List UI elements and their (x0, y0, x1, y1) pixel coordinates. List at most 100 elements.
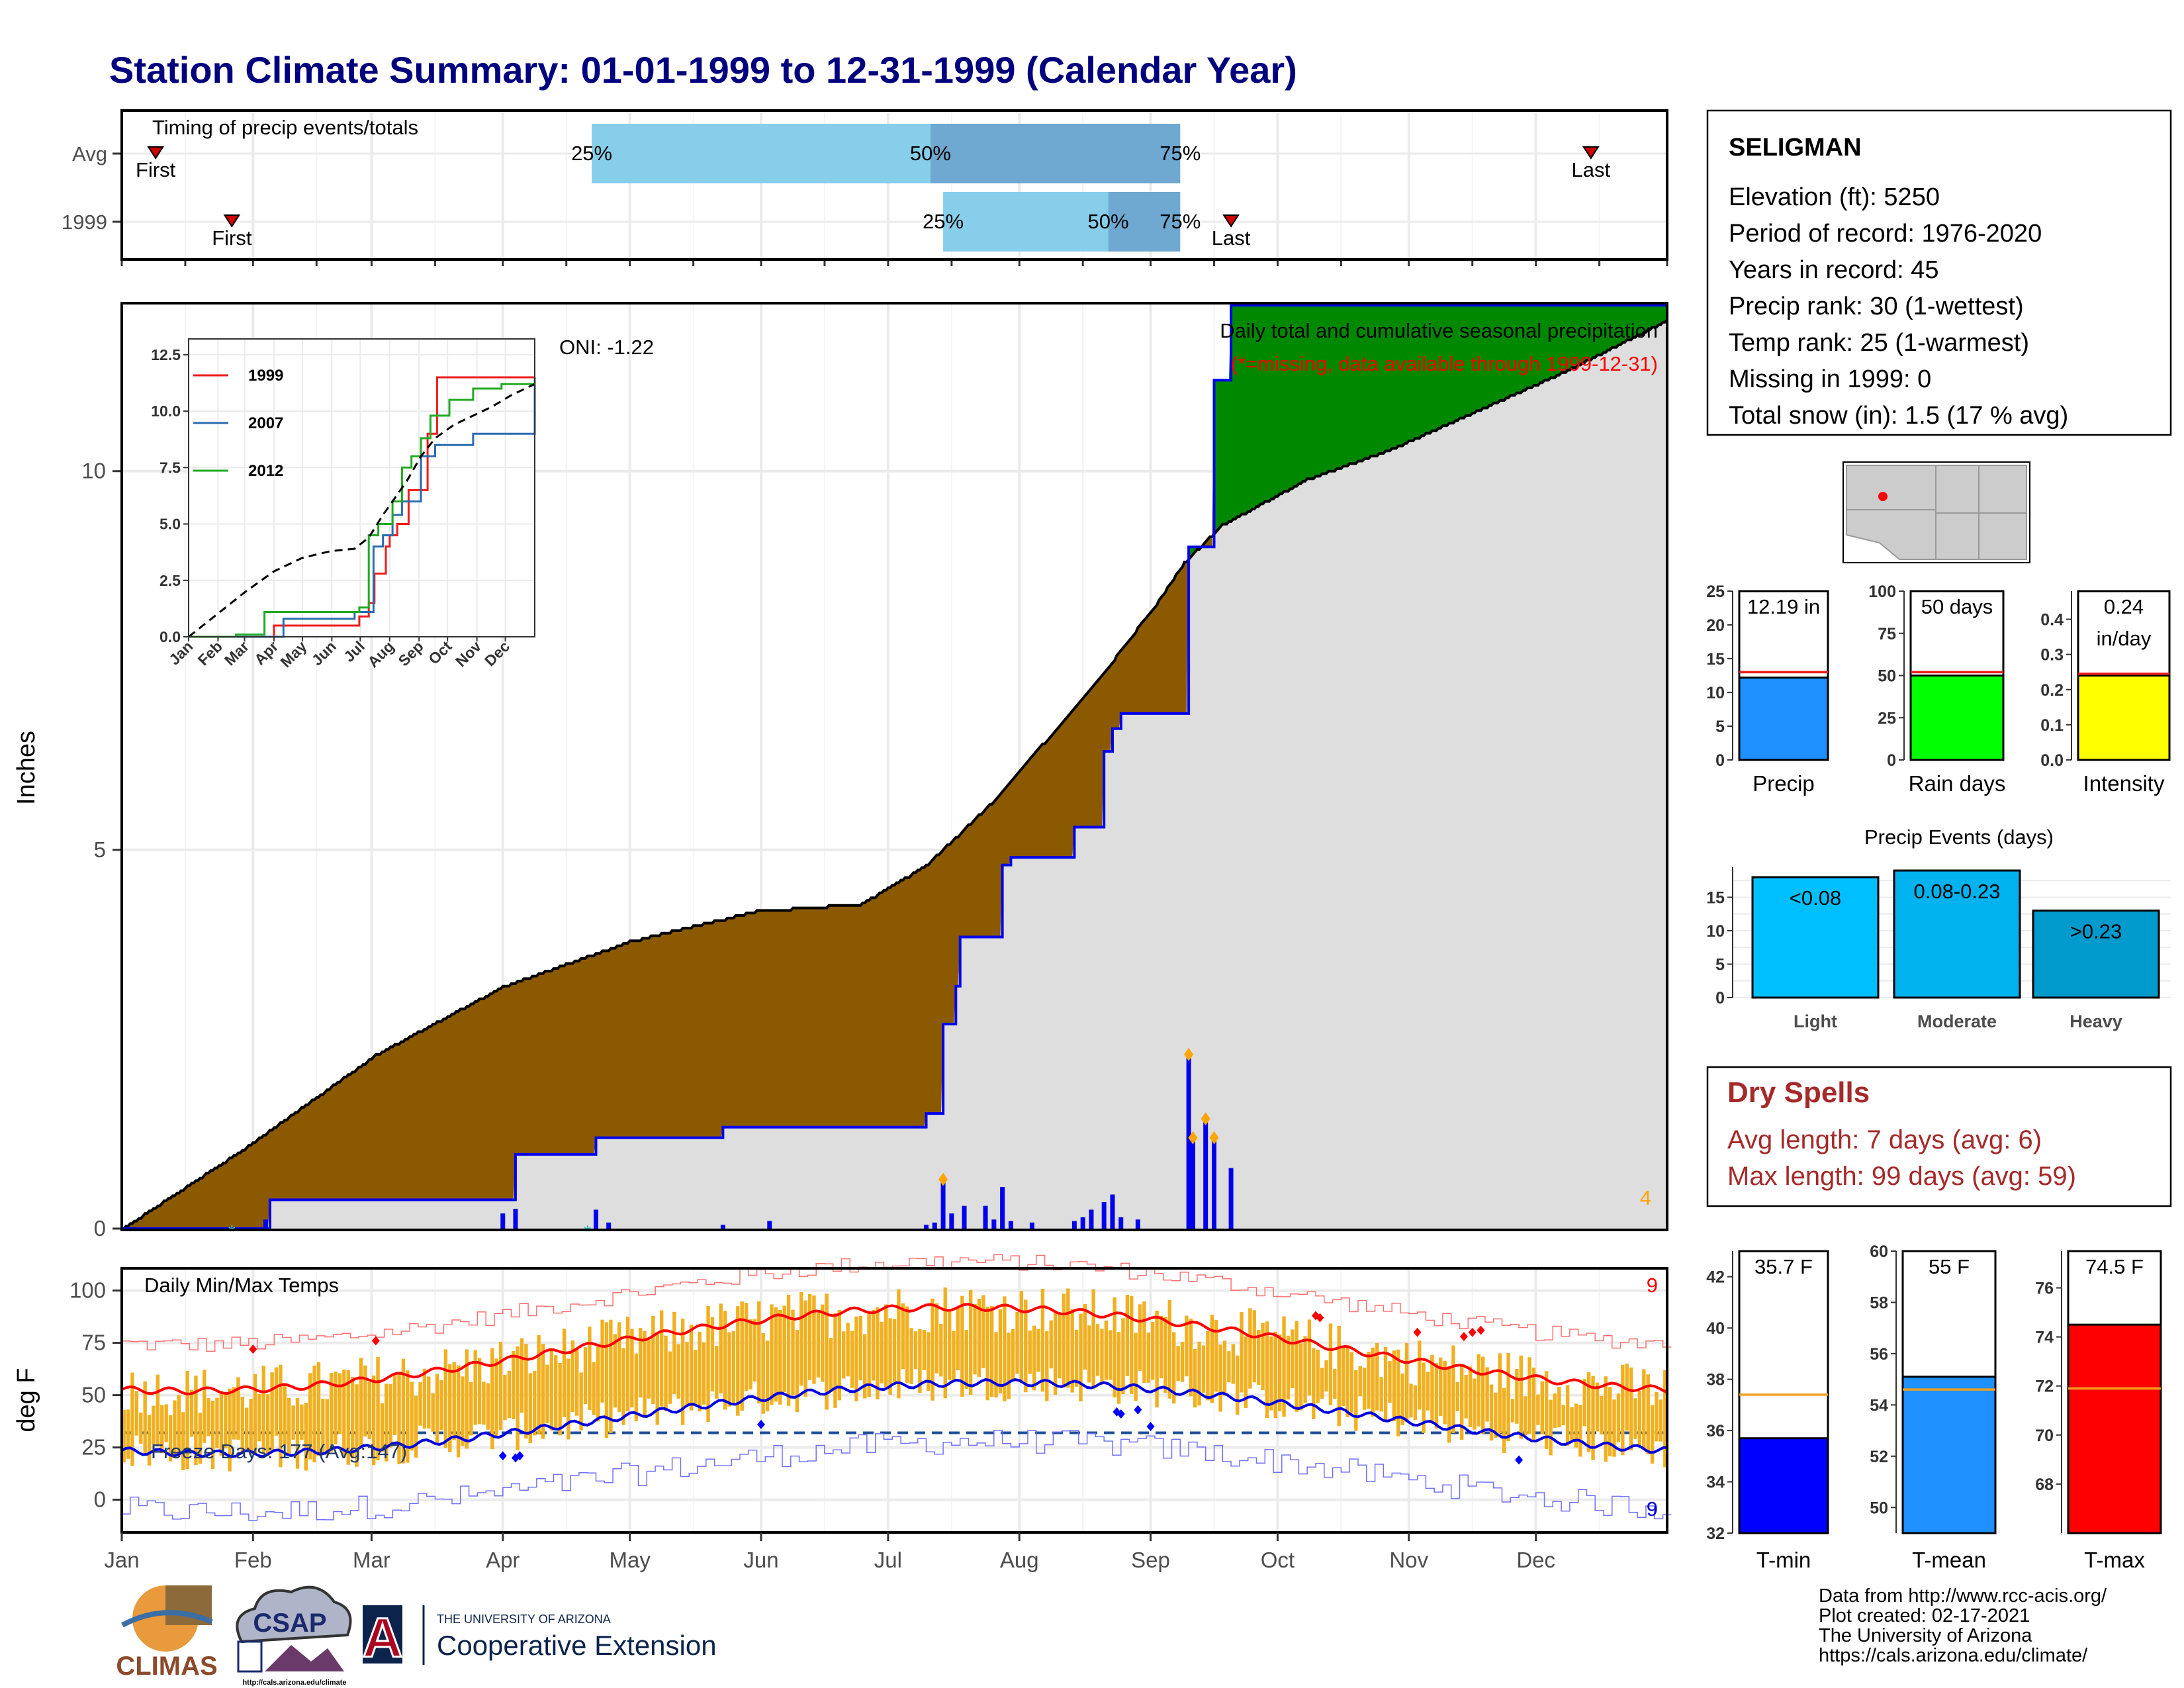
precip-y-tick-label: 10 (81, 459, 106, 483)
temp-daily-bar (452, 1362, 456, 1440)
dry-frame (1706, 1066, 2172, 1207)
temp-daily-bar (638, 1327, 643, 1398)
timing-row-label: 1999 (62, 211, 107, 234)
timing-bar-late (1108, 192, 1181, 252)
temp-daily-bar (600, 1319, 604, 1403)
precip-missing-star: * (228, 1221, 236, 1242)
timing-pct-label: 50% (910, 142, 951, 165)
temp-daily-bar (261, 1366, 266, 1454)
temp-daily-bar (668, 1351, 672, 1404)
temp-daily-bar (676, 1344, 680, 1399)
timing-border (120, 109, 1668, 261)
temp-daily-bar (1167, 1300, 1172, 1399)
temp-daily-bar (334, 1371, 338, 1444)
temp-daily-bar (134, 1391, 139, 1436)
temp-daily-bar (287, 1397, 291, 1454)
precip-daily-bar (1110, 1194, 1115, 1229)
temp-daily-bar (1277, 1334, 1282, 1411)
temp-daily-bar (1333, 1368, 1337, 1399)
temp-daily-bar (1091, 1289, 1095, 1389)
oni-value: ONI: -1.22 (559, 336, 654, 359)
temp-gauge-2-name: T-max (2084, 1548, 2145, 1572)
temp-daily-bar (757, 1301, 761, 1404)
temp-daily-bar (1146, 1333, 1151, 1383)
temp-daily-bar (1341, 1346, 1345, 1407)
temp-daily-bar (850, 1331, 854, 1388)
temp-gauge-0-tick-label: 40 (1706, 1319, 1725, 1338)
temp-daily-bar (1477, 1354, 1481, 1427)
temp-daily-bar (545, 1364, 549, 1423)
temp-daily-bar (1291, 1329, 1295, 1388)
temp-daily-bar (397, 1374, 401, 1464)
temp-daily-bar (1650, 1405, 1655, 1464)
precip-panel: Inches 0 5 10 * * Daily total and cumulative … (13, 302, 1668, 1242)
precip-ylabel: Inches (13, 731, 40, 805)
temp-daily-bar (1269, 1336, 1273, 1411)
temp-daily-bar (575, 1348, 579, 1416)
temp-daily-bar (710, 1317, 715, 1392)
temp-daily-bar (854, 1316, 858, 1401)
temp-daily-bar (833, 1313, 837, 1408)
temp-gauge-1-value-label: 55 F (1929, 1255, 1970, 1278)
temp-daily-bar (1439, 1357, 1443, 1417)
gauge-0-tick-label: 10 (1706, 684, 1725, 702)
station-info-line: Elevation (ft): 5250 (1729, 183, 1940, 211)
month-tick-label: Apr (486, 1548, 520, 1572)
temp-daily-bar (274, 1367, 279, 1436)
temp-daily-bar (456, 1365, 461, 1458)
temp-daily-bar (537, 1335, 541, 1435)
temp-daily-bar (1621, 1364, 1625, 1456)
temp-daily-bar (1392, 1350, 1396, 1422)
timing-last-marker (1582, 146, 1600, 160)
temp-daily-bar (1570, 1407, 1574, 1442)
temp-daily-bar (1104, 1320, 1109, 1380)
temp-daily-bar (1121, 1318, 1125, 1395)
record-max-line (122, 1254, 1672, 1352)
temp-daily-bar (185, 1370, 189, 1470)
timing-last-marker (1222, 214, 1240, 228)
gauge-2-tick-label: 0.4 (2040, 611, 2064, 630)
record-low-marker (1134, 1405, 1142, 1415)
footer: CLIMAS CSAP http://cals.arizona.edu/clim… (116, 1585, 2107, 1687)
temp-daily-bar (1642, 1369, 1646, 1449)
temp-daily-bar (1312, 1348, 1316, 1419)
timing-label: Timing of precip events/totals (152, 116, 418, 139)
freeze-days-label: Freeze Days: 177 (Avg:147) (151, 1440, 407, 1463)
record-high-marker (1468, 1327, 1477, 1337)
temp-daily-bar (931, 1298, 934, 1401)
temp-daily-bar (651, 1315, 655, 1404)
temp-daily-bar (541, 1344, 545, 1439)
temp-daily-bar (1595, 1382, 1600, 1432)
inset-series-line-1999 (189, 376, 535, 638)
precip-daily-bar (1080, 1217, 1085, 1229)
temp-daily-bar (672, 1311, 676, 1395)
temp-daily-bar (1565, 1385, 1570, 1446)
temp-daily-bar (388, 1383, 392, 1448)
events-y-tick-label: 5 (1715, 955, 1725, 974)
events-category-label: Moderate (1917, 1011, 1997, 1031)
precip-daily-bar (263, 1219, 269, 1229)
gauge-2-value-label: 0.24 (2104, 595, 2144, 618)
precip-daily-bar (1191, 1137, 1196, 1229)
month-tick-label: May (609, 1548, 651, 1572)
record-high-marker (1413, 1327, 1422, 1337)
inset-y-tick-label: 2.5 (159, 572, 181, 589)
dry-title: Dry Spells (1727, 1076, 1870, 1109)
temp-daily-bar (1252, 1310, 1256, 1383)
temp-gauge-0-value-label: 35.7 F (1754, 1255, 1813, 1278)
temp-daily-bar (1134, 1333, 1138, 1401)
temp-daily-bar (210, 1401, 215, 1470)
temp-daily-bar (516, 1346, 520, 1450)
temp-daily-bar (1371, 1347, 1375, 1417)
temp-daily-bar (329, 1373, 334, 1452)
temp-daily-bar (1591, 1376, 1595, 1460)
temp-daily-bar (1625, 1363, 1629, 1431)
temp-daily-bar (266, 1394, 270, 1456)
temp-daily-bar (1066, 1288, 1070, 1388)
footer-credit-4: https://cals.arizona.edu/climate/ (1819, 1645, 2088, 1666)
temp-daily-bar (570, 1340, 575, 1413)
temp-daily-bar (562, 1329, 567, 1417)
normal-max-line (121, 1303, 1668, 1395)
temp-daily-bar (1655, 1392, 1659, 1442)
temp-daily-bar (1155, 1310, 1159, 1408)
